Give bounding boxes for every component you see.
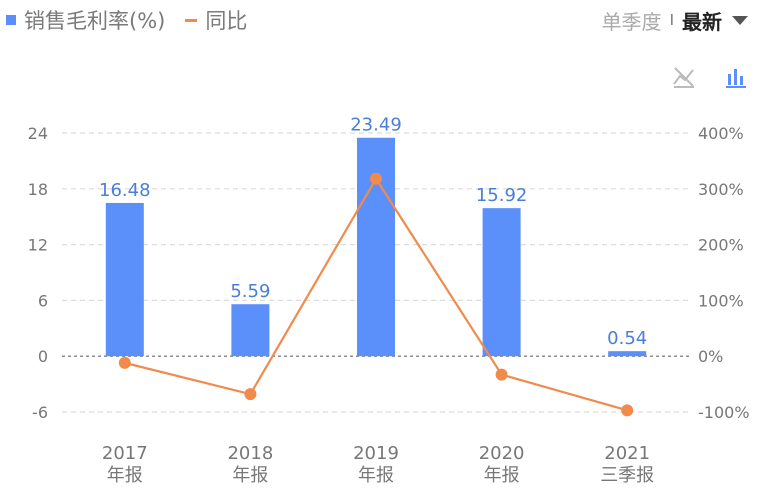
legend: 销售毛利率(%) 同比: [6, 6, 267, 34]
bar-data-label: 23.49: [350, 115, 402, 136]
x-tick-sublabel: 年报: [484, 465, 520, 486]
y-right-tick-label: 400%: [698, 124, 744, 143]
bar-data-label: 0.54: [607, 328, 647, 349]
bar: [608, 351, 647, 357]
period-toggle: 单季度 I 最新: [602, 6, 748, 34]
chevron-down-icon[interactable]: [732, 15, 748, 25]
bar: [357, 137, 395, 357]
x-tick-label: 2019: [353, 443, 399, 464]
y-left-tick-label: 24: [28, 124, 48, 143]
toggle-quarterly[interactable]: 单季度: [601, 9, 662, 34]
line-swatch: [185, 18, 198, 22]
yoy-point: [370, 172, 382, 185]
y-right-tick-label: 0%: [698, 347, 723, 366]
yoy-point: [495, 368, 508, 381]
y-left-tick-label: 6: [38, 291, 48, 310]
x-tick-label: 2017: [102, 443, 148, 464]
line-chart-off-icon[interactable]: [671, 64, 697, 90]
toggle-latest[interactable]: 最新: [682, 9, 722, 34]
toggle-separator: I: [669, 11, 674, 29]
legend-line-label: 同比: [205, 9, 248, 33]
bar-data-label: 16.48: [99, 180, 151, 201]
y-left-tick-label: 18: [28, 180, 48, 199]
yoy-point: [118, 356, 131, 369]
legend-item-line[interactable]: 同比: [185, 5, 247, 35]
bar: [231, 304, 270, 357]
bar-chart-icon[interactable]: [723, 64, 749, 90]
bar-swatch: [6, 15, 16, 25]
y-right-tick-label: 200%: [698, 236, 744, 255]
x-tick-label: 2020: [479, 443, 525, 464]
yoy-point: [621, 404, 634, 417]
bar-data-label: 15.92: [476, 185, 528, 206]
y-right-tick-label: 100%: [698, 291, 744, 310]
legend-bar-label: 销售毛利率(%): [24, 9, 166, 33]
y-left-tick-label: 0: [38, 347, 48, 366]
x-tick-label: 2021: [604, 443, 650, 464]
bar-data-label: 5.59: [230, 281, 270, 302]
yoy-point: [244, 388, 257, 401]
x-tick-sublabel: 年报: [107, 465, 143, 486]
bar: [482, 208, 521, 357]
x-tick-label: 2018: [227, 443, 273, 464]
x-tick-sublabel: 年报: [232, 465, 268, 486]
x-tick-sublabel: 三季报: [600, 465, 654, 486]
y-left-tick-label: 12: [28, 236, 48, 255]
y-left-tick-label: -6: [32, 403, 48, 422]
y-right-tick-label: 300%: [698, 180, 744, 199]
y-right-tick-label: -100%: [698, 403, 750, 422]
bar: [105, 202, 144, 357]
legend-item-bar[interactable]: 销售毛利率(%): [6, 5, 165, 35]
x-tick-sublabel: 年报: [358, 465, 394, 486]
